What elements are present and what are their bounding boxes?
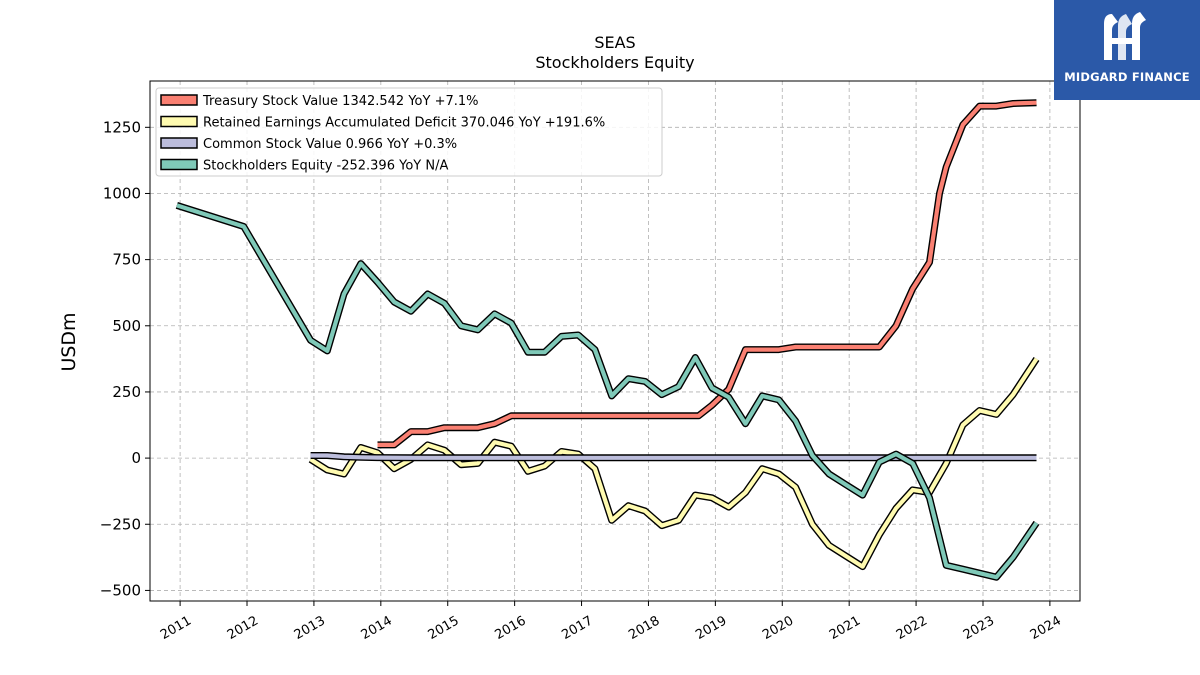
x-tick-label: 2015 (426, 613, 462, 643)
series-0 (377, 99, 1037, 449)
series-line-outline (175, 202, 1040, 581)
series-lines (175, 99, 1040, 581)
legend-entry: Retained Earnings Accumulated Deficit 37… (203, 116, 605, 131)
x-tick-label: 2012 (225, 613, 261, 643)
series-line (377, 100, 1037, 447)
x-tick-label: 2017 (559, 613, 595, 643)
x-tick-label: 2019 (693, 613, 729, 643)
chart-title: SEAS (594, 33, 635, 52)
x-axis-ticks: 2011 2012 2013 2014 2015 2016 2017 2018 2019 2020… (158, 601, 1064, 643)
plot-frame (149, 80, 1081, 602)
y-axis-ticks: −500 −250 0 250 500 750 1000 1250 (100, 118, 150, 599)
x-tick-label: 2011 (158, 613, 194, 643)
x-tick-label: 2024 (1028, 613, 1064, 643)
legend-entry: Treasury Stock Value 1342.542 YoY +7.1% (202, 94, 479, 109)
series-2 (310, 452, 1037, 462)
x-tick-label: 2018 (626, 613, 662, 643)
series-line (309, 357, 1039, 569)
x-tick-label: 2020 (760, 613, 796, 643)
series-line (176, 203, 1039, 580)
y-tick-label: 1000 (103, 184, 141, 202)
chart-subtitle: Stockholders Equity (535, 53, 694, 72)
legend-entry: Stockholders Equity -252.396 YoY N/A (203, 159, 448, 174)
y-tick-label: −500 (100, 581, 141, 599)
legend-swatch (160, 115, 198, 128)
y-tick-label: 500 (112, 317, 141, 335)
legend-swatch (160, 158, 198, 171)
legend-box (155, 87, 663, 177)
series-3 (175, 202, 1040, 581)
y-tick-label: 1250 (103, 118, 141, 136)
x-tick-label: 2021 (827, 613, 863, 643)
legend-swatch (160, 137, 198, 149)
legend: Treasury Stock Value 1342.542 YoY +7.1% R… (155, 87, 663, 177)
y-axis-label: USDm (58, 312, 80, 371)
x-tick-label: 2013 (292, 613, 328, 643)
brand-logo: MIDGARD FINANCE (1054, 0, 1200, 100)
x-tick-label: 2023 (961, 613, 997, 643)
series-1 (308, 356, 1040, 571)
x-tick-label: 2014 (359, 613, 395, 643)
series-line (310, 453, 1037, 460)
y-tick-label: 0 (131, 449, 141, 467)
legend-entry: Common Stock Value 0.966 YoY +0.3% (203, 137, 457, 152)
y-tick-label: 250 (112, 383, 141, 401)
x-tick-label: 2022 (894, 613, 930, 643)
y-tick-label: −250 (100, 515, 141, 533)
brand-name: MIDGARD FINANCE (1064, 70, 1190, 84)
legend-swatch (160, 94, 198, 106)
y-tick-label: 750 (112, 251, 141, 269)
x-tick-label: 2016 (492, 613, 528, 643)
brand-mark-icon (1104, 12, 1146, 60)
